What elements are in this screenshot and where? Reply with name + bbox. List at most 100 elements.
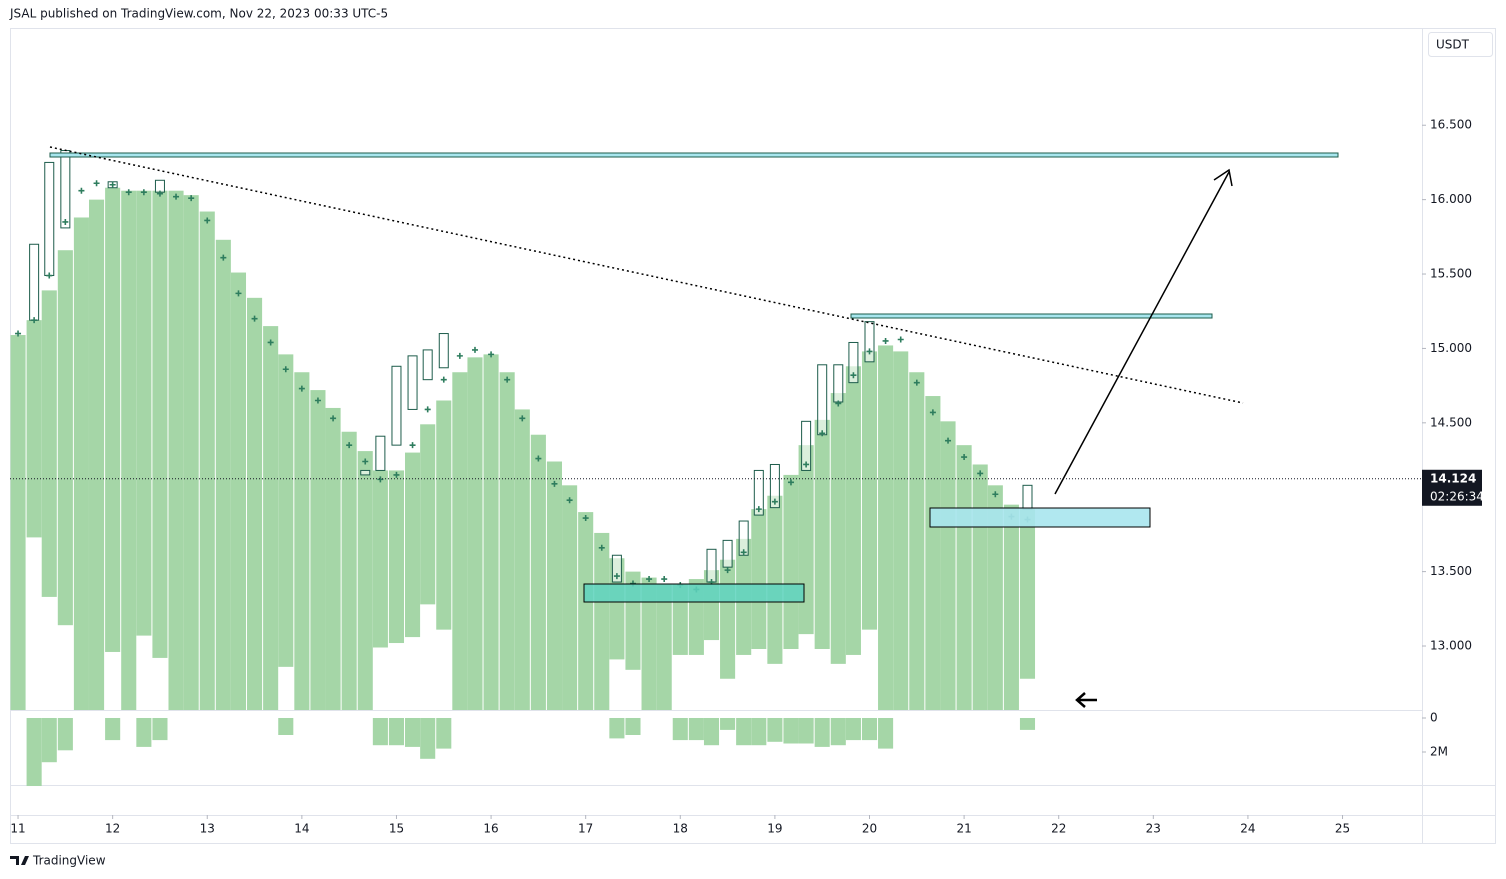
marker-plus bbox=[235, 290, 242, 297]
band-column bbox=[1003, 504, 1019, 710]
y-tick-label: 15.500 bbox=[1430, 267, 1472, 281]
band-column bbox=[310, 390, 326, 710]
marker-plus bbox=[755, 506, 762, 513]
band-column bbox=[499, 372, 515, 710]
band-column bbox=[405, 452, 421, 638]
marker-plus bbox=[314, 397, 321, 404]
resistance-zone bbox=[49, 152, 1339, 158]
marker-plus bbox=[456, 352, 463, 359]
candle-body bbox=[29, 243, 40, 321]
marker-plus bbox=[362, 458, 369, 465]
candle-body bbox=[438, 333, 449, 369]
band-column bbox=[278, 354, 294, 667]
currency-box[interactable] bbox=[1428, 32, 1493, 57]
marker-plus bbox=[992, 491, 999, 498]
marker-plus bbox=[78, 187, 85, 194]
band-column bbox=[168, 190, 184, 711]
volume-bar bbox=[845, 717, 861, 741]
last-price-box bbox=[1422, 469, 1482, 506]
band-column bbox=[987, 485, 1003, 710]
band-column bbox=[720, 559, 736, 679]
y-tick-label: 16.000 bbox=[1430, 192, 1472, 206]
band-column bbox=[388, 470, 405, 644]
marker-plus bbox=[787, 479, 794, 486]
marker-plus bbox=[173, 193, 180, 200]
marker-plus bbox=[409, 442, 416, 449]
candle-body bbox=[848, 341, 859, 384]
volume-bar bbox=[814, 717, 830, 747]
band-column bbox=[325, 407, 341, 710]
band-column bbox=[467, 357, 483, 710]
x-tick-label: 20 bbox=[862, 822, 877, 836]
footer-logo[interactable]: TradingView bbox=[10, 854, 106, 868]
band-column bbox=[263, 326, 279, 710]
marker-plus bbox=[109, 181, 116, 188]
band-column bbox=[215, 239, 231, 710]
x-tick-label: 13 bbox=[200, 822, 215, 836]
marker-plus bbox=[850, 372, 857, 379]
candle-body bbox=[422, 349, 433, 381]
marker-plus bbox=[377, 476, 384, 483]
candle-body bbox=[1022, 484, 1033, 510]
volume-bar bbox=[152, 717, 168, 741]
candle-body bbox=[722, 539, 733, 568]
marker-plus bbox=[740, 549, 747, 556]
marker-plus bbox=[913, 379, 920, 386]
band-column bbox=[641, 577, 657, 710]
band-column bbox=[783, 474, 799, 649]
marker-plus bbox=[471, 346, 478, 353]
marker-plus bbox=[220, 254, 227, 261]
volume-bar bbox=[798, 717, 814, 744]
band-column bbox=[420, 424, 436, 605]
volume-bar bbox=[688, 717, 704, 741]
candle-body bbox=[154, 179, 165, 193]
volume-bar bbox=[26, 717, 42, 787]
scroll-arrow[interactable] bbox=[1075, 692, 1097, 708]
volume-bar bbox=[878, 717, 894, 749]
marker-plus bbox=[566, 497, 573, 504]
marker-plus bbox=[330, 415, 337, 422]
band-column bbox=[57, 250, 73, 626]
volume-bar bbox=[436, 717, 452, 749]
price-axis: 13.00013.50014.00014.50015.00015.50016.0… bbox=[10, 118, 1484, 836]
x-tick-label: 16 bbox=[483, 822, 498, 836]
band-column bbox=[230, 272, 247, 710]
band-column bbox=[972, 464, 988, 710]
volume-bar bbox=[105, 717, 121, 741]
band-column bbox=[121, 190, 137, 711]
x-tick-label: 17 bbox=[578, 822, 593, 836]
marker-plus bbox=[819, 430, 826, 437]
logo-icon[interactable] bbox=[10, 856, 29, 865]
marker-plus bbox=[346, 442, 353, 449]
marker-plus bbox=[771, 498, 778, 505]
candle-body bbox=[706, 548, 717, 583]
candle-body bbox=[611, 554, 622, 583]
marker-plus bbox=[282, 366, 289, 373]
currency-label[interactable]: USDT bbox=[1436, 38, 1470, 52]
x-tick-label: 22 bbox=[1051, 822, 1066, 836]
volume-bar bbox=[751, 717, 767, 746]
x-tick-label: 25 bbox=[1335, 822, 1350, 836]
marker-plus bbox=[488, 351, 495, 358]
trend-line bbox=[49, 146, 1244, 404]
band-column bbox=[247, 297, 263, 710]
marker-plus bbox=[613, 573, 620, 580]
band-column bbox=[136, 190, 152, 636]
band-column bbox=[341, 431, 357, 710]
band-column bbox=[530, 434, 546, 710]
candle-body bbox=[360, 469, 371, 476]
marker-plus bbox=[598, 544, 605, 551]
volume-bar bbox=[609, 717, 625, 739]
volume-bar bbox=[767, 717, 783, 742]
candle-body bbox=[801, 420, 812, 471]
marker-plus bbox=[803, 461, 810, 468]
band-column bbox=[893, 351, 909, 710]
band-column bbox=[546, 461, 563, 710]
volume-bar bbox=[861, 717, 878, 741]
marker-plus bbox=[440, 376, 447, 383]
drawings bbox=[49, 146, 1339, 708]
y-tick-label: 13.000 bbox=[1430, 639, 1472, 653]
footer-text[interactable]: TradingView bbox=[32, 854, 106, 868]
marker-plus bbox=[188, 195, 195, 202]
x-tick-label: 15 bbox=[389, 822, 404, 836]
